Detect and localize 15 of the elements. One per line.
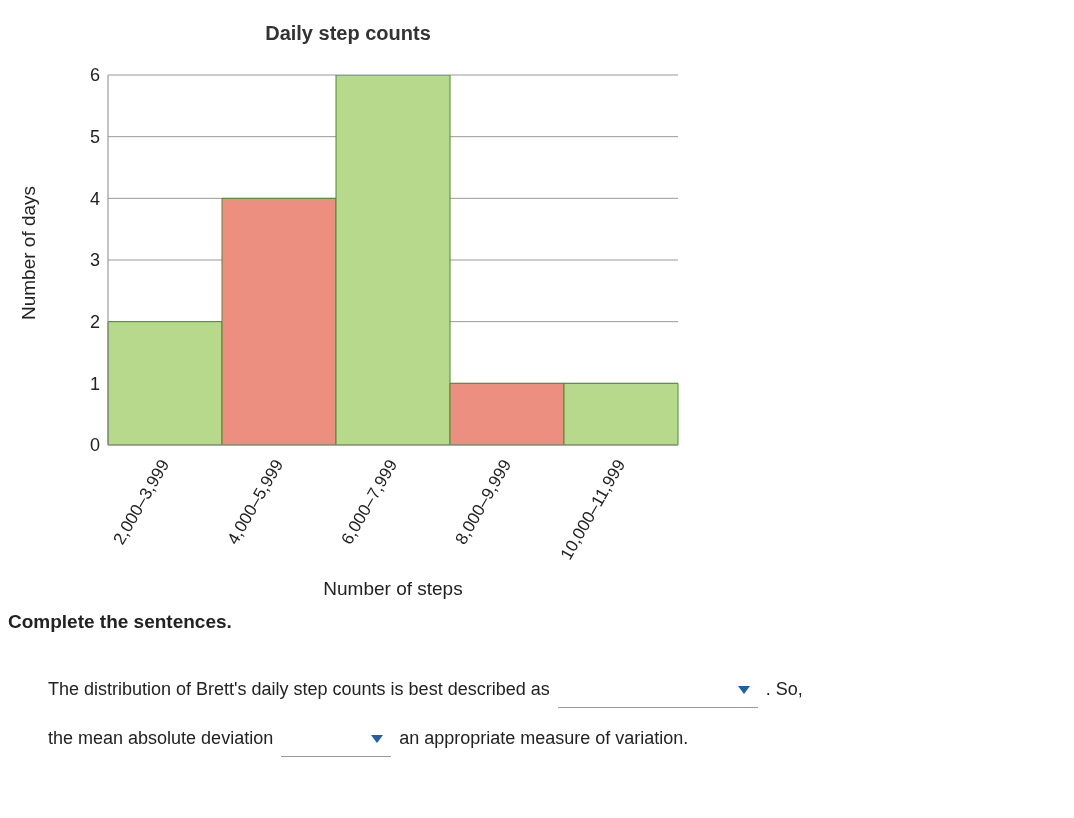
text: The distribution of Brett's daily step counts is best described as bbox=[48, 679, 550, 700]
text: . So, bbox=[765, 679, 803, 700]
chart-title: Daily step counts bbox=[264, 21, 432, 45]
y-tick-label: 4 bbox=[89, 188, 100, 209]
y-tick-label: 6 bbox=[89, 65, 100, 86]
y-tick-label: 5 bbox=[89, 127, 100, 148]
text: Complete the sentences. bbox=[8, 611, 233, 633]
x-axis-title: Number of steps bbox=[323, 578, 463, 599]
y-tick-label: 3 bbox=[89, 250, 100, 271]
y-tick-label: 0 bbox=[89, 435, 100, 456]
y-tick-label: 1 bbox=[89, 373, 100, 394]
text: an appropriate measure of variation. bbox=[399, 728, 689, 749]
text: the mean absolute deviation bbox=[48, 728, 274, 749]
y-tick-label: 2 bbox=[89, 312, 100, 333]
y-axis-title: Number of days bbox=[17, 185, 39, 320]
